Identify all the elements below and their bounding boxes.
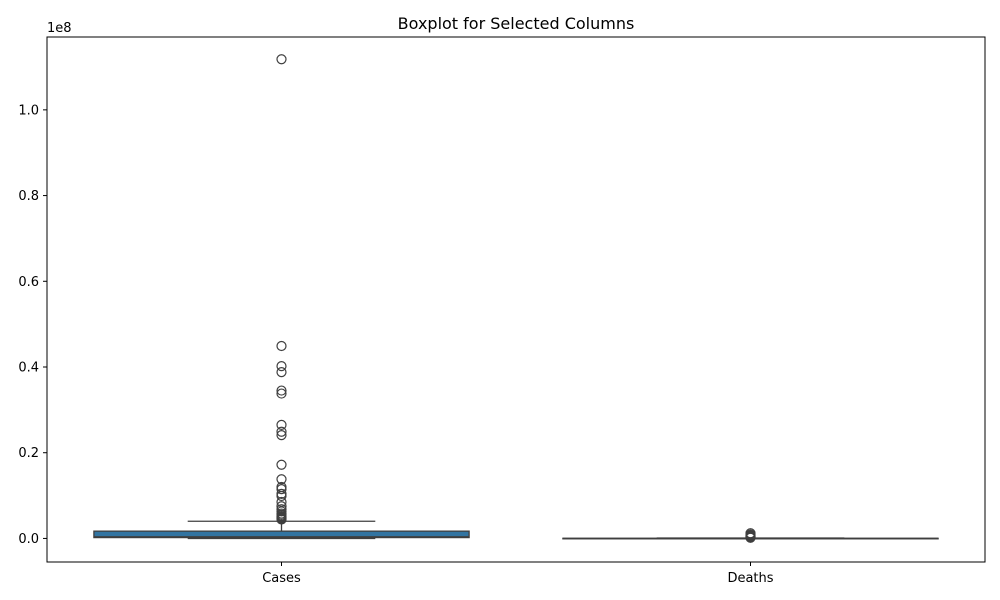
x-tick-label: Cases <box>262 571 301 586</box>
outlier-point <box>276 484 287 495</box>
outlier-point <box>276 430 287 441</box>
iqr-box <box>93 530 470 539</box>
outlier-point <box>276 361 287 372</box>
y-tick-label: 0.8 <box>18 189 39 204</box>
y-tick-label: 0.4 <box>18 361 39 376</box>
y-tick-label: 0.0 <box>18 532 39 547</box>
y-tick-label: 0.2 <box>18 446 39 461</box>
outlier-point <box>276 459 287 470</box>
outlier-point <box>276 490 287 502</box>
outlier-point <box>276 388 287 399</box>
outlier-point <box>276 474 287 485</box>
y-scale-offset-label: 1e8 <box>47 21 72 36</box>
axes-frame <box>46 36 986 563</box>
outlier-point <box>276 385 287 396</box>
outlier-point <box>276 426 287 437</box>
x-tick-label: Deaths <box>727 571 773 586</box>
y-tick-label: 0.6 <box>18 275 39 290</box>
outlier-point <box>276 419 287 430</box>
box-group-cases <box>93 54 470 540</box>
chart-title: Boxplot for Selected Columns <box>398 14 635 33</box>
plot-area <box>93 54 939 543</box>
outlier-point <box>276 367 287 378</box>
outlier-point <box>745 532 756 543</box>
outlier-point <box>276 340 287 352</box>
outlier-point <box>276 54 287 65</box>
box-group-deaths <box>562 528 939 543</box>
y-tick-label: 1.0 <box>18 103 39 118</box>
outlier-point <box>276 514 287 525</box>
